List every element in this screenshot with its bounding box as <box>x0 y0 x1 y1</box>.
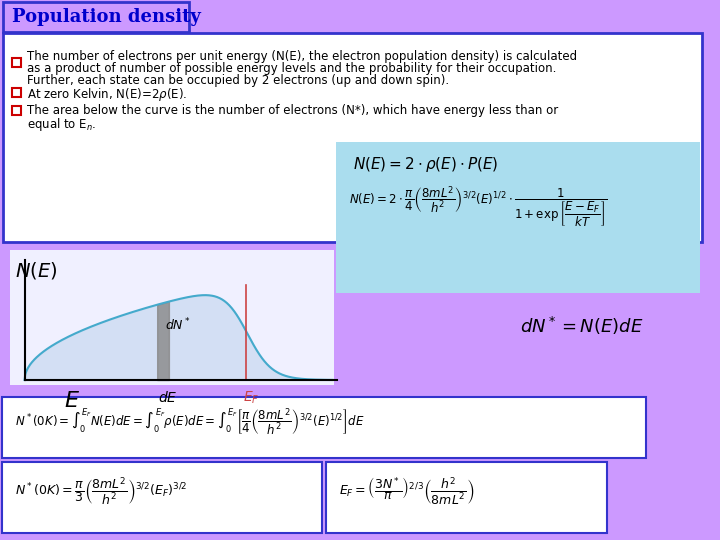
Bar <box>10 250 334 385</box>
FancyBboxPatch shape <box>2 397 646 458</box>
Text: $dE$: $dE$ <box>158 390 178 405</box>
FancyBboxPatch shape <box>3 33 702 242</box>
Text: The area below the curve is the number of electrons (N*), which have energy less: The area below the curve is the number o… <box>27 104 558 117</box>
Text: At zero Kelvin, N(E)=2$\rho$(E).: At zero Kelvin, N(E)=2$\rho$(E). <box>27 86 186 103</box>
Text: $N^*(0K) = \int_0^{E_F} N(E)dE = \int_0^{E_F} \rho(E)dE = \int_0^{E_F} \left[\df: $N^*(0K) = \int_0^{E_F} N(E)dE = \int_0^… <box>14 407 364 438</box>
Text: Population density: Population density <box>12 8 201 26</box>
Text: $E_F$: $E_F$ <box>243 390 260 407</box>
Bar <box>12 57 21 66</box>
Bar <box>12 87 21 97</box>
Text: $N(E) = 2 \cdot \rho(E) \cdot P(E)$: $N(E) = 2 \cdot \rho(E) \cdot P(E)$ <box>354 155 499 174</box>
FancyBboxPatch shape <box>2 462 322 533</box>
Text: $E_F = \left(\dfrac{3N^*}{\pi}\right)^{2/3}\left(\dfrac{h^2}{8mL^2}\right)$: $E_F = \left(\dfrac{3N^*}{\pi}\right)^{2… <box>338 475 474 507</box>
FancyBboxPatch shape <box>3 2 189 32</box>
Text: The number of electrons per unit energy (N(E), the electron population density) : The number of electrons per unit energy … <box>27 50 577 63</box>
Text: $N(E) = 2 \cdot \dfrac{\pi}{4} \left(\dfrac{8mL^2}{h^2}\right)^{3/2} (E)^{1/2} \: $N(E) = 2 \cdot \dfrac{\pi}{4} \left(\df… <box>348 185 607 230</box>
FancyBboxPatch shape <box>326 462 607 533</box>
Text: $dN^* = N(E)dE$: $dN^* = N(E)dE$ <box>521 315 644 337</box>
Text: $N(E)$: $N(E)$ <box>14 260 57 281</box>
FancyBboxPatch shape <box>336 142 700 293</box>
Text: $dN^*$: $dN^*$ <box>165 316 191 333</box>
Text: Further, each state can be occupied by 2 electrons (up and down spin).: Further, each state can be occupied by 2… <box>27 74 449 87</box>
Text: equal to E$_n$.: equal to E$_n$. <box>27 116 96 133</box>
Text: $E$: $E$ <box>64 390 80 412</box>
Text: $N^*(0K) = \dfrac{\pi}{3}\left(\dfrac{8mL^2}{h^2}\right)^{3/2}\left(E_F\right)^{: $N^*(0K) = \dfrac{\pi}{3}\left(\dfrac{8m… <box>14 475 187 507</box>
Bar <box>12 105 21 114</box>
Text: as a product of number of possible energy levels and the probability for their o: as a product of number of possible energ… <box>27 62 556 75</box>
